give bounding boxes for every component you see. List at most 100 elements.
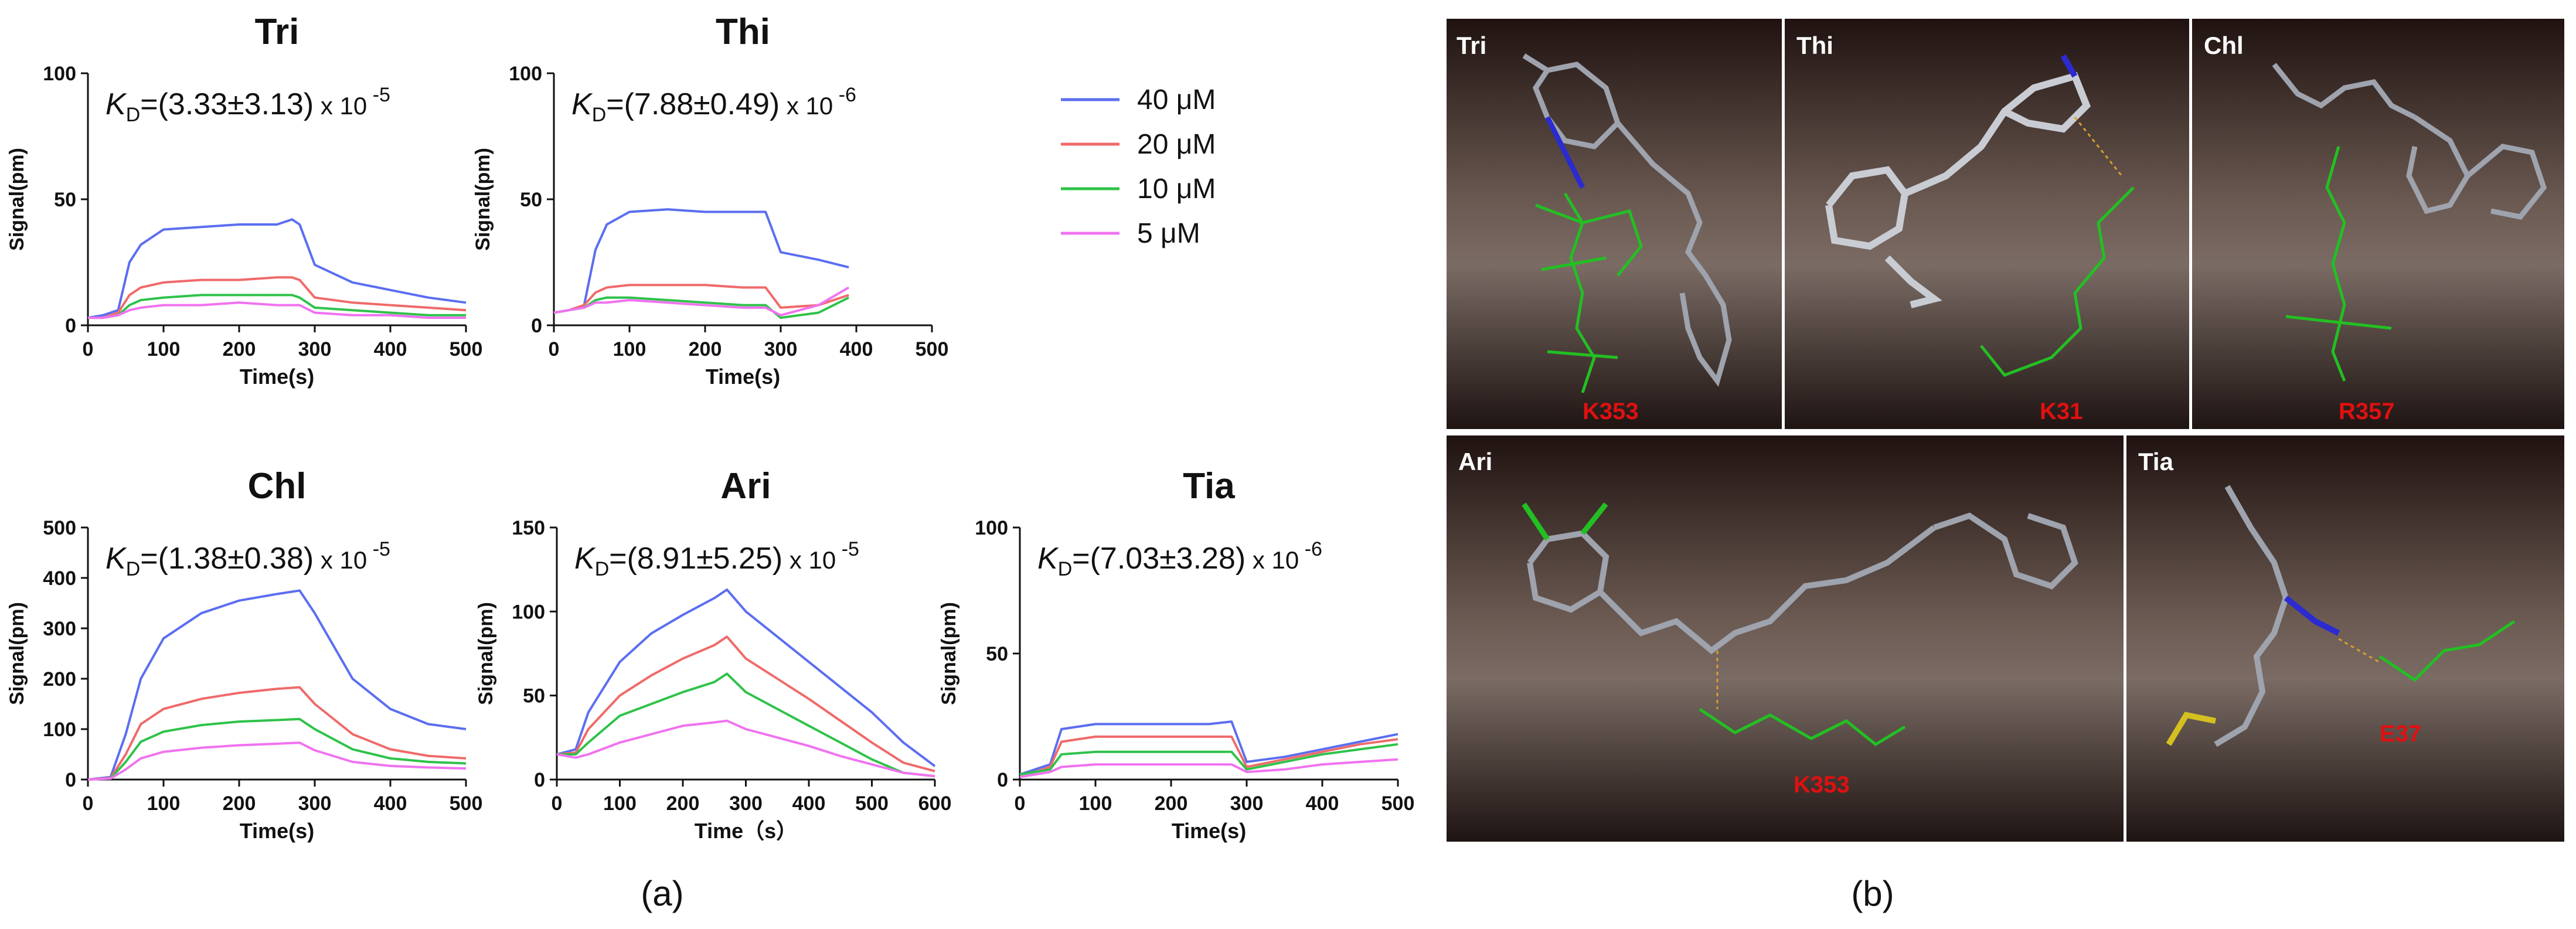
y-tick-label: 0: [65, 315, 76, 337]
x-tick-label: 400: [1306, 792, 1339, 815]
y-tick-label: 100: [43, 719, 76, 741]
x-tick-label: 500: [916, 338, 949, 360]
series-line-4: [87, 741, 467, 781]
legend-entry: 10 μM: [1061, 173, 1216, 205]
x-tick-label: 100: [613, 338, 646, 360]
legend-label: 10 μM: [1137, 173, 1216, 205]
y-tick-label: 400: [43, 567, 76, 590]
docking-name: Ari: [1458, 448, 1492, 475]
y-tick-label: 50: [523, 685, 545, 707]
series-line-4: [88, 301, 466, 319]
x-tick-label: 0: [1015, 792, 1026, 815]
x-axis-label: Time(s): [706, 365, 780, 389]
series-line-3: [1019, 743, 1398, 776]
x-tick-label: 300: [298, 338, 332, 360]
y-axis-label: Signal(pm): [938, 602, 960, 705]
y-tick-label: 0: [534, 769, 545, 791]
x-tick-label: 500: [450, 338, 483, 360]
x-axis-label: Time(s): [1172, 819, 1246, 843]
legend-entry: 20 μM: [1061, 129, 1216, 160]
x-tick-label: 400: [792, 792, 826, 815]
chart-ari: Ari KD=(8.91±5.25) x 10 -5 0 100 200 300 400 50…: [475, 466, 951, 843]
chart-thi: Thi KD=(7.88±0.49) x 10 -6 0 100 200 300 400 50…: [472, 12, 948, 389]
legend-label: 5 μM: [1137, 218, 1200, 249]
x-tick-label: 500: [450, 792, 483, 815]
series-line-2: [1019, 735, 1398, 776]
docking-image-tri: Tri K353: [1447, 19, 1782, 429]
x-tick-label: 100: [147, 792, 181, 815]
x-tick-label: 0: [552, 792, 563, 815]
series-line-1: [556, 588, 936, 767]
chart-title: Chl: [248, 466, 307, 506]
kd-annotation: KD=(7.03±3.28) x 10 -6: [1037, 538, 1322, 580]
y-tick-label: 200: [43, 668, 76, 690]
x-tick-label: 100: [1079, 792, 1112, 815]
chart-title: Ari: [720, 466, 771, 506]
x-tick-label: 300: [764, 338, 798, 360]
series-line-3: [557, 672, 935, 778]
x-tick-label: 0: [83, 338, 94, 360]
legend-label: 20 μM: [1137, 129, 1216, 160]
docking-image-thi: Thi K31: [1785, 19, 2189, 429]
chart-chl: Chl KD=(1.38±0.38) x 10 -5 0 100 200 300 400 50…: [6, 466, 482, 843]
x-tick-label: 400: [374, 792, 407, 815]
docking-residue: R357: [2339, 399, 2395, 424]
series-line-3: [87, 717, 467, 781]
y-tick-label: 0: [65, 769, 76, 791]
series-line-3: [88, 294, 466, 319]
legend-entry: 5 μM: [1061, 218, 1200, 249]
y-axis-label: Signal(pm): [6, 148, 28, 251]
docking-panel: Tri K353 Thi K31 Chl R357: [1447, 19, 2564, 842]
y-axis-label: Signal(pm): [6, 602, 28, 705]
y-tick-label: 100: [43, 63, 76, 85]
x-tick-label: 200: [223, 792, 256, 815]
x-tick-label: 0: [549, 338, 560, 360]
legend: 40 μM 20 μM 10 μM 5 μM: [1061, 84, 1216, 249]
y-axis-label: Signal(pm): [475, 602, 497, 705]
docking-residue: E37: [2380, 721, 2421, 747]
chart-title: Tia: [1183, 466, 1235, 506]
x-tick-label: 600: [918, 792, 952, 815]
kd-annotation: KD=(7.88±0.49) x 10 -6: [571, 84, 856, 126]
docking-residue: K353: [1794, 772, 1850, 798]
kd-annotation: KD=(3.33±3.13) x 10 -5: [106, 84, 390, 126]
x-axis-label: Time(s): [240, 365, 314, 389]
x-tick-label: 200: [1155, 792, 1188, 815]
docking-image-chl: Chl R357: [2192, 19, 2564, 429]
x-tick-label: 100: [603, 792, 637, 815]
series-line-1: [1019, 720, 1398, 776]
panel-b-label: (b): [1851, 874, 1894, 913]
series-line-2: [553, 284, 849, 314]
series-line-2: [87, 686, 467, 781]
y-tick-label: 500: [43, 517, 76, 539]
series-line-2: [88, 276, 467, 319]
chart-title: Thi: [716, 12, 770, 52]
docking-image-tia: Tia E37: [2126, 435, 2564, 842]
x-tick-label: 100: [147, 338, 181, 360]
y-tick-label: 100: [509, 63, 542, 85]
docking-name: Chl: [2204, 32, 2244, 59]
x-tick-label: 500: [1381, 792, 1415, 815]
chart-tia: Tia KD=(7.03±3.28) x 10 -6 0 100 200 300 400 50…: [938, 466, 1414, 843]
x-tick-label: 200: [666, 792, 700, 815]
y-axis-label: Signal(pm): [472, 148, 494, 251]
series-line-1: [87, 589, 467, 781]
panel-a-label: (a): [641, 874, 683, 913]
x-tick-label: 400: [840, 338, 873, 360]
x-tick-label: 200: [689, 338, 722, 360]
docking-name: Thi: [1796, 32, 1833, 59]
legend-label: 40 μM: [1137, 84, 1216, 115]
y-tick-label: 50: [986, 643, 1008, 665]
x-axis-label: Time（s）: [695, 819, 797, 843]
y-tick-label: 0: [997, 769, 1008, 791]
chart-title: Tri: [255, 12, 300, 52]
x-tick-label: 400: [374, 338, 407, 360]
series-line-4: [1019, 758, 1398, 778]
kd-annotation: KD=(8.91±5.25) x 10 -5: [574, 538, 859, 580]
y-tick-label: 50: [54, 189, 76, 211]
x-tick-label: 500: [855, 792, 889, 815]
docking-image-ari: Ari K353: [1447, 435, 2124, 842]
x-tick-label: 300: [1230, 792, 1264, 815]
